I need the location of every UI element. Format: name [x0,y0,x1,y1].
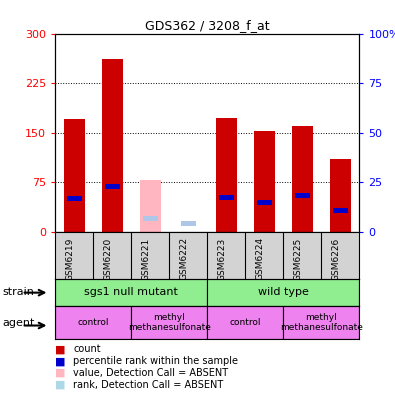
Text: GSM6226: GSM6226 [331,237,340,281]
Bar [207,306,284,339]
Bar [207,279,359,306]
Text: GSM6222: GSM6222 [179,237,188,280]
Text: percentile rank within the sample: percentile rank within the sample [73,356,238,366]
Text: value, Detection Call = ABSENT: value, Detection Call = ABSENT [73,368,228,378]
Bar [292,126,313,232]
Bar [333,208,348,213]
Text: sgs1 null mutant: sgs1 null mutant [85,287,178,297]
Bar [55,279,207,306]
Text: GSM6223: GSM6223 [217,237,226,281]
Text: methyl
methanesulfonate: methyl methanesulfonate [280,313,363,332]
Bar [143,216,158,221]
Bar [67,196,82,201]
Text: GSM6220: GSM6220 [103,237,112,281]
Bar [219,195,234,200]
Text: control: control [77,318,109,327]
Title: GDS362 / 3208_f_at: GDS362 / 3208_f_at [145,19,270,32]
Text: GSM6221: GSM6221 [141,237,150,281]
Text: ■: ■ [55,368,66,378]
Text: GSM6224: GSM6224 [256,237,264,280]
Text: count: count [73,344,101,354]
Bar [64,120,85,232]
Text: GSM6225: GSM6225 [293,237,303,281]
Bar [254,131,275,232]
Bar [140,180,161,232]
Bar [181,221,196,227]
Text: GSM6219: GSM6219 [65,237,74,281]
Bar [131,306,207,339]
Bar [216,118,237,232]
Bar [105,184,120,189]
Text: methyl
methanesulfonate: methyl methanesulfonate [128,313,211,332]
Text: strain: strain [2,287,34,297]
Text: rank, Detection Call = ABSENT: rank, Detection Call = ABSENT [73,380,223,390]
Bar [55,306,131,339]
Bar [330,159,351,232]
Bar [102,59,123,232]
Text: wild type: wild type [258,287,309,297]
Text: agent: agent [2,318,34,328]
Text: ■: ■ [55,380,66,390]
Text: ■: ■ [55,356,66,366]
Bar [257,200,272,205]
Bar [283,306,359,339]
Text: control: control [229,318,261,327]
Bar [295,193,310,198]
Text: ■: ■ [55,344,66,354]
